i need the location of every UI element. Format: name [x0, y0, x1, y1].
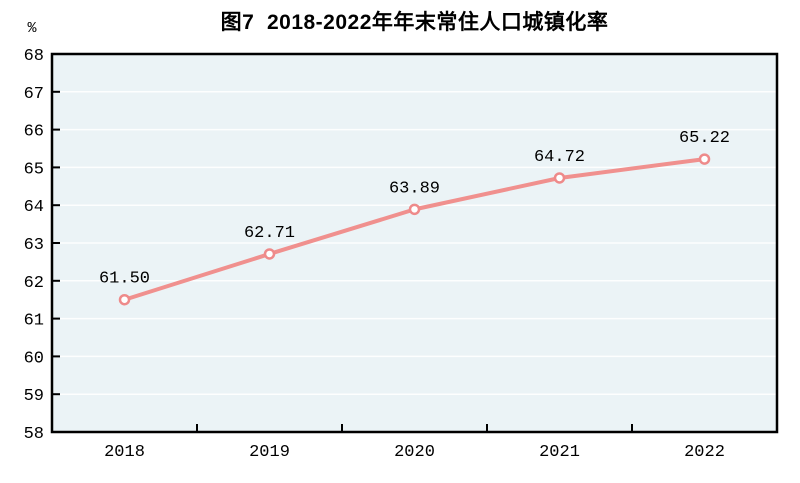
- y-axis-tick-label: 66: [24, 123, 44, 142]
- y-axis-tick-label: 64: [24, 198, 44, 217]
- x-axis-tick-label: 2018: [104, 443, 145, 462]
- data-point-marker: [408, 203, 421, 216]
- y-axis-tick-label: 65: [24, 160, 44, 179]
- y-axis-tick-label: 61: [24, 312, 44, 331]
- y-axis-unit-label: %: [27, 20, 37, 37]
- y-axis-tick-label: 62: [24, 274, 44, 293]
- y-axis-tick-label: 67: [24, 85, 44, 104]
- y-axis-tick-label: 59: [24, 387, 44, 406]
- data-point-label: 65.22: [679, 129, 730, 148]
- y-axis-tick-label: 63: [24, 236, 44, 255]
- data-point-marker: [263, 248, 276, 260]
- data-point-label: 64.72: [534, 148, 585, 167]
- y-axis-tick-label: 68: [24, 47, 44, 66]
- data-point-marker: [553, 172, 566, 184]
- data-point-label: 61.50: [99, 270, 150, 289]
- x-axis-tick-label: 2019: [249, 443, 290, 462]
- x-axis-tick-label: 2021: [539, 443, 580, 462]
- data-point-label: 63.89: [389, 179, 440, 198]
- y-axis-tick-label: 58: [24, 425, 44, 444]
- data-point-marker: [118, 293, 131, 306]
- x-axis-tick-label: 2022: [684, 443, 725, 462]
- x-axis-tick-label: 2020: [394, 443, 435, 462]
- data-point-label: 62.71: [244, 224, 295, 243]
- chart-title: 图7 2018-2022年年末常住人口城镇化率: [220, 11, 609, 34]
- y-axis-tick-label: 60: [24, 349, 44, 368]
- data-point-marker: [698, 153, 711, 165]
